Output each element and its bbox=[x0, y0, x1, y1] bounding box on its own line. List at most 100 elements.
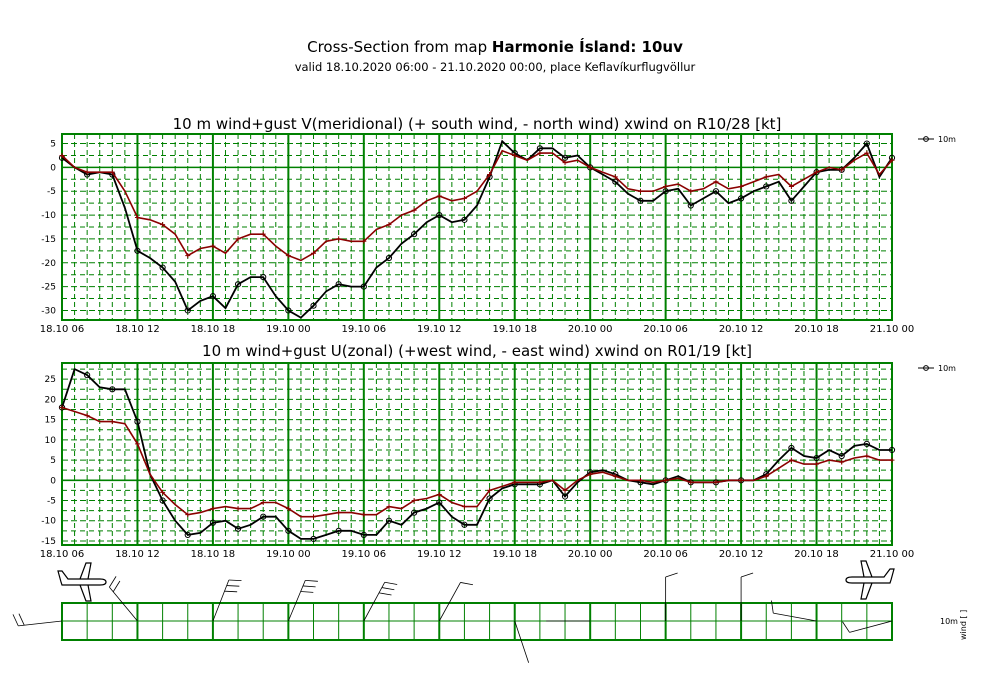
gust-point bbox=[285, 506, 291, 512]
wind-point bbox=[813, 454, 820, 462]
wind-barb-feather bbox=[771, 600, 774, 614]
wind-barb-staff bbox=[109, 586, 138, 622]
plot-frame bbox=[61, 133, 893, 321]
gust-point bbox=[260, 500, 266, 506]
wind-barb-staff bbox=[849, 620, 893, 633]
gust-point bbox=[713, 479, 719, 485]
x-tick-label: 19.10 06 bbox=[342, 549, 387, 560]
x-tick-label: 20.10 18 bbox=[794, 549, 839, 560]
gust-point bbox=[612, 174, 618, 180]
wind-point bbox=[285, 307, 292, 314]
gust-point bbox=[109, 169, 115, 175]
airplane-icon bbox=[845, 560, 895, 600]
x-tick-label: 21.10 00 bbox=[870, 324, 915, 335]
wind-point bbox=[84, 372, 91, 379]
main-title-prefix: Cross-Section from map bbox=[307, 38, 492, 56]
wind-point bbox=[436, 499, 443, 506]
wind-point bbox=[737, 195, 745, 202]
wind-barb-feather bbox=[224, 590, 238, 593]
x-tick-label: 20.10 12 bbox=[719, 324, 764, 335]
gust-point bbox=[160, 489, 166, 495]
y-tick-label: -20 bbox=[41, 259, 56, 269]
wind-barb-feather bbox=[112, 580, 121, 592]
series-gust-line bbox=[61, 406, 892, 518]
gust-point bbox=[537, 479, 543, 485]
gust-point bbox=[537, 150, 543, 156]
series-wind-line bbox=[61, 139, 893, 319]
subtitle: valid 18.10.2020 06:00 - 21.10.2020 00:0… bbox=[294, 60, 696, 74]
barb-frame bbox=[61, 602, 893, 641]
airplane-icon bbox=[57, 562, 107, 602]
legend-marker bbox=[923, 136, 929, 142]
legend-label: 10m bbox=[938, 135, 956, 144]
y-tick-label: 10 bbox=[45, 436, 57, 446]
wind-point bbox=[134, 418, 141, 425]
gust-point bbox=[84, 169, 90, 175]
y-tick-label: 20 bbox=[45, 395, 57, 405]
gust-point bbox=[134, 214, 140, 220]
wind-point bbox=[335, 281, 342, 288]
wind-point bbox=[335, 527, 342, 534]
x-tick-label: 19.10 00 bbox=[266, 324, 311, 335]
gust-point bbox=[210, 506, 216, 512]
chart-meridional: 10 m wind+gust V(meridional) (+ south wi… bbox=[40, 115, 956, 335]
x-tick-label: 18.10 18 bbox=[191, 324, 236, 335]
wind-point bbox=[209, 519, 217, 526]
wind-point bbox=[461, 521, 468, 528]
wind-barb-staff bbox=[438, 582, 461, 622]
gust-point bbox=[386, 504, 392, 510]
gust-point bbox=[612, 473, 618, 479]
wind-point bbox=[285, 527, 292, 534]
y-tick-label: -25 bbox=[41, 283, 56, 293]
gust-point bbox=[361, 238, 367, 244]
wind-point bbox=[184, 531, 191, 538]
main-title: Cross-Section from map Harmonie Ísland: … bbox=[0, 38, 990, 56]
x-tick-label: 18.10 18 bbox=[191, 549, 236, 560]
gust-point bbox=[587, 164, 593, 170]
gust-point bbox=[487, 172, 493, 178]
x-tick-label: 18.10 06 bbox=[40, 549, 85, 560]
gust-point bbox=[311, 250, 317, 256]
gust-point bbox=[260, 231, 266, 237]
y-tick-label: -10 bbox=[41, 211, 56, 221]
wind-barb-feather bbox=[378, 592, 392, 596]
wind-barb-feather bbox=[226, 585, 240, 587]
x-tick-label: 20.10 06 bbox=[643, 549, 688, 560]
wind-point bbox=[813, 169, 820, 176]
gust-point bbox=[889, 157, 895, 163]
wind-barb-feather bbox=[228, 579, 242, 582]
wind-point bbox=[712, 188, 720, 195]
x-tick-label: 18.10 12 bbox=[115, 324, 160, 335]
wind-point bbox=[461, 216, 468, 223]
y-tick-label: -30 bbox=[41, 306, 56, 316]
y-tick-label: -15 bbox=[41, 537, 56, 547]
chart-zonal: 10 m wind+gust U(zonal) (+west wind, - e… bbox=[40, 342, 956, 560]
gust-point bbox=[311, 514, 317, 520]
gust-point bbox=[587, 471, 593, 477]
gust-point bbox=[788, 457, 794, 463]
wind-point bbox=[411, 231, 418, 238]
gust-point bbox=[864, 150, 870, 156]
gust-point bbox=[185, 253, 191, 259]
gust-point bbox=[839, 167, 845, 173]
gust-point bbox=[185, 512, 191, 518]
wind-point bbox=[360, 531, 367, 538]
wind-point bbox=[310, 302, 317, 309]
barb-axis-label: wind [ ] bbox=[959, 610, 968, 640]
x-tick-label: 20.10 06 bbox=[643, 324, 688, 335]
wind-point bbox=[234, 281, 242, 288]
gust-point bbox=[336, 510, 342, 516]
chart-title: 10 m wind+gust U(zonal) (+west wind, - e… bbox=[202, 342, 752, 360]
wind-point bbox=[863, 140, 870, 147]
y-tick-label: 0 bbox=[50, 163, 56, 173]
gust-point bbox=[562, 487, 568, 493]
wind-point bbox=[763, 183, 770, 190]
gust-point bbox=[663, 477, 669, 483]
gust-point bbox=[461, 504, 467, 510]
wind-point bbox=[385, 517, 393, 524]
wind-barb-feather bbox=[305, 579, 318, 582]
wind-barb-feather bbox=[665, 572, 678, 578]
wind-point bbox=[134, 247, 141, 254]
wind-point bbox=[310, 535, 317, 543]
gust-point bbox=[487, 487, 493, 493]
